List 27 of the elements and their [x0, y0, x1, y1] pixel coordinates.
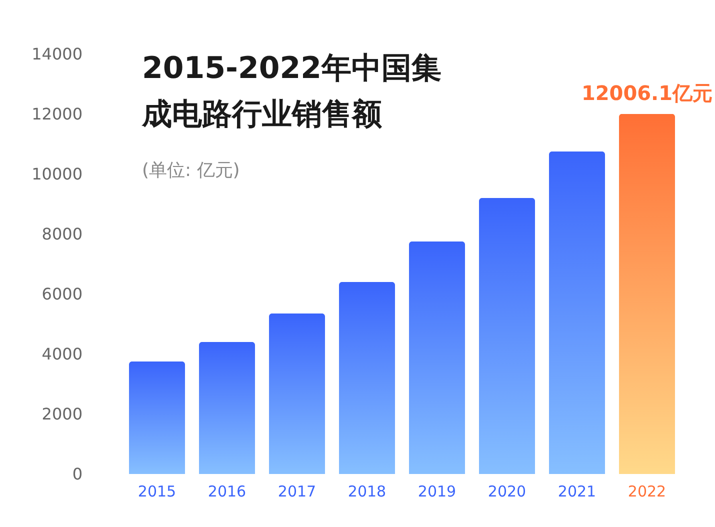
x-tick-label: 2015: [138, 482, 176, 500]
x-tick-label: 2022: [628, 482, 666, 500]
y-tick-label: 4000: [42, 344, 82, 364]
bar: [129, 362, 185, 474]
x-tick-label: 2017: [278, 482, 316, 500]
y-tick-label: 10000: [32, 164, 82, 184]
bar: [619, 114, 675, 474]
x-tick-label: 2018: [348, 482, 386, 500]
x-tick-label: 2020: [488, 482, 526, 500]
bar: [339, 282, 395, 474]
bar: [269, 314, 325, 474]
bar: [479, 198, 535, 474]
text: 2015-2022年中国集成电路行业销售额: [141, 51, 442, 132]
bar: [409, 242, 465, 474]
text: (单位: 亿元): [142, 160, 240, 181]
x-tick-label: 2016: [208, 482, 246, 500]
bar: [549, 152, 605, 474]
data-label: 12006.1亿元: [581, 80, 713, 105]
y-tick-label: 12000: [32, 104, 82, 124]
y-tick-label: 0: [72, 464, 82, 484]
y-tick-label: 6000: [42, 284, 82, 304]
y-tick-label: 2000: [42, 404, 82, 424]
x-tick-label: 2021: [558, 482, 596, 500]
bar: [199, 342, 255, 474]
y-tick-label: 8000: [42, 224, 82, 244]
y-tick-label: 14000: [32, 44, 82, 64]
x-tick-label: 2019: [418, 482, 456, 500]
